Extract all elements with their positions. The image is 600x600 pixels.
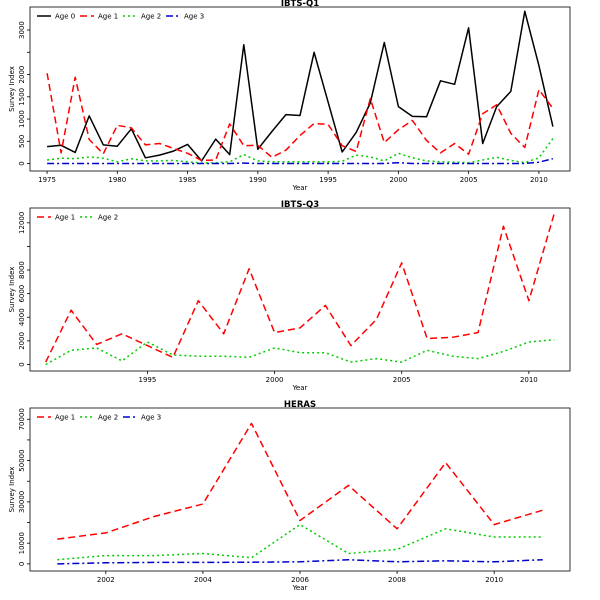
series-line-age-0 [47,10,554,162]
y-tick-label: 1000 [18,110,26,128]
y-tick-label: 30000 [18,491,26,513]
legend-label: Age 1 [55,214,75,222]
y-tick-label: 0 [18,161,26,165]
series-line-age-1 [45,213,556,363]
chart-panel-1: IBTS-Q1 1975 1980 1985 1990 1995 2000 2005 2010 Y… [8,0,571,192]
legend-label: Age 0 [55,13,75,21]
x-tick-label: 2005 [393,376,411,384]
series-line-age-3 [57,558,543,565]
chart-title: HERAS [284,400,316,410]
y-axis-label: Survey Index [8,66,16,112]
x-tick-label: 2006 [291,576,309,584]
y-tick-label: 12000 [18,212,26,234]
x-tick-label: 2002 [97,576,115,584]
y-tick-label: 70000 [18,408,26,430]
y-tick-label: 2000 [18,332,26,350]
series-line-age-2 [47,138,554,164]
series-line-age-3 [47,157,554,165]
y-tick-label: 8000 [18,261,26,279]
chart-title: IBTS-Q3 [281,200,319,210]
x-tick-label: 2010 [530,176,548,184]
y-tick-label: 1500 [18,88,26,106]
x-tick-label: 1995 [319,176,337,184]
y-tick-label: 4000 [18,308,26,326]
y-tick-label: 50000 [18,449,26,471]
x-tick-label: 1995 [139,376,157,384]
legend-label: Age 1 [98,13,118,21]
series-line-age-2 [57,523,543,561]
x-tick-label: 1985 [179,176,197,184]
x-tick-label: 1980 [108,176,126,184]
legend-label: Age 2 [141,13,161,21]
x-tick-label: 2000 [389,176,407,184]
x-tick-label: 2010 [485,576,503,584]
y-tick-label: 6000 [18,285,26,303]
series-line-age-1 [57,422,543,540]
legend-label: Age 2 [98,214,118,222]
y-tick-label: 2000 [18,66,26,84]
x-axis-label: Year [292,384,308,392]
x-axis-label: Year [292,184,308,192]
y-axis-label: Survey Index [8,467,16,513]
y-tick-label: 10000 [18,532,26,554]
chart-panel-2: IBTS-Q3 1995 2000 2005 2010 Year 0 2000 4000 6000… [8,200,571,392]
x-tick-label: 2000 [266,376,284,384]
plot-frame [29,6,571,172]
x-tick-label: 2010 [520,376,538,384]
y-tick-label: 0 [18,362,26,366]
x-tick-label: 2004 [194,576,212,584]
plot-frame [29,407,571,572]
y-tick-label: 500 [18,135,26,148]
plot-frame [29,207,571,372]
y-tick-label: 0 [18,562,26,566]
series-line-age-1 [46,73,554,162]
x-axis-label: Year [292,584,308,592]
chart-title: IBTS-Q1 [281,0,319,9]
x-tick-label: 1990 [249,176,267,184]
legend-label: Age 3 [141,414,161,422]
chart-panel-3: HERAS 2002 2004 2006 2008 2010 Year 0 10000 30000… [8,400,571,592]
series-line-age-2 [45,338,555,366]
legend-label: Age 3 [184,13,204,21]
x-tick-label: 1975 [38,176,56,184]
y-axis-label: Survey Index [8,267,16,313]
legend-label: Age 2 [98,414,118,422]
x-tick-label: 2005 [460,176,478,184]
x-tick-label: 2008 [388,576,406,584]
y-tick-label: 3000 [18,21,26,39]
legend-label: Age 1 [55,414,75,422]
